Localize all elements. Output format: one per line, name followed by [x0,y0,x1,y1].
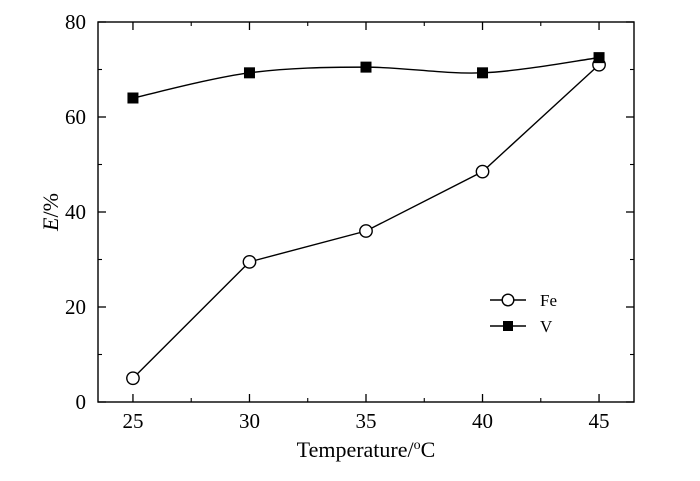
data-point-fe [475,164,490,179]
y-tick-label: 40 [65,200,86,224]
data-point-fe [242,254,257,269]
series-layer [126,52,606,386]
series-fe [126,57,606,386]
y-axis-label-unit: /% [38,193,63,217]
y-axis-ticks: 0 20 40 60 80 [65,10,634,414]
legend-item-v: V [490,317,553,336]
y-tick-label: 80 [65,10,86,34]
plot-frame [97,21,635,403]
y-axis-label-symbol: E [38,217,63,232]
x-tick-label: 25 [122,409,143,433]
data-point-v [360,61,372,73]
y-tick-label: 0 [76,390,87,414]
series-line-fe [132,64,600,379]
x-axis-ticks: 25 30 35 40 45 [122,22,610,433]
x-tick-label: 45 [589,409,610,433]
x-axis-label-unit: C [421,437,436,462]
x-tick-label: 35 [356,409,377,433]
x-tick-label: 30 [239,409,260,433]
y-tick-label: 20 [65,295,86,319]
x-axis-label-text: Temperature/ [297,437,415,462]
data-point-fe [359,224,373,238]
series-v [127,52,605,104]
legend-v-label: V [540,317,553,336]
legend-item-fe: Fe [490,291,557,310]
legend-fe-label: Fe [540,291,557,310]
legend: Fe V [490,291,557,336]
y-tick-label: 60 [65,105,86,129]
data-point-fe [126,371,140,386]
data-point-v [243,67,255,79]
x-tick-label: 40 [472,409,493,433]
legend-v-marker [503,321,513,331]
data-point-v [127,92,139,104]
data-point-v [477,67,489,79]
data-point-v [593,52,605,64]
plot-border [97,21,635,403]
legend-fe-marker [501,293,515,307]
y-axis-label: E/% [38,193,63,232]
x-axis-label: Temperature/oC [297,437,436,462]
x-axis-label-superscript: o [414,438,421,453]
